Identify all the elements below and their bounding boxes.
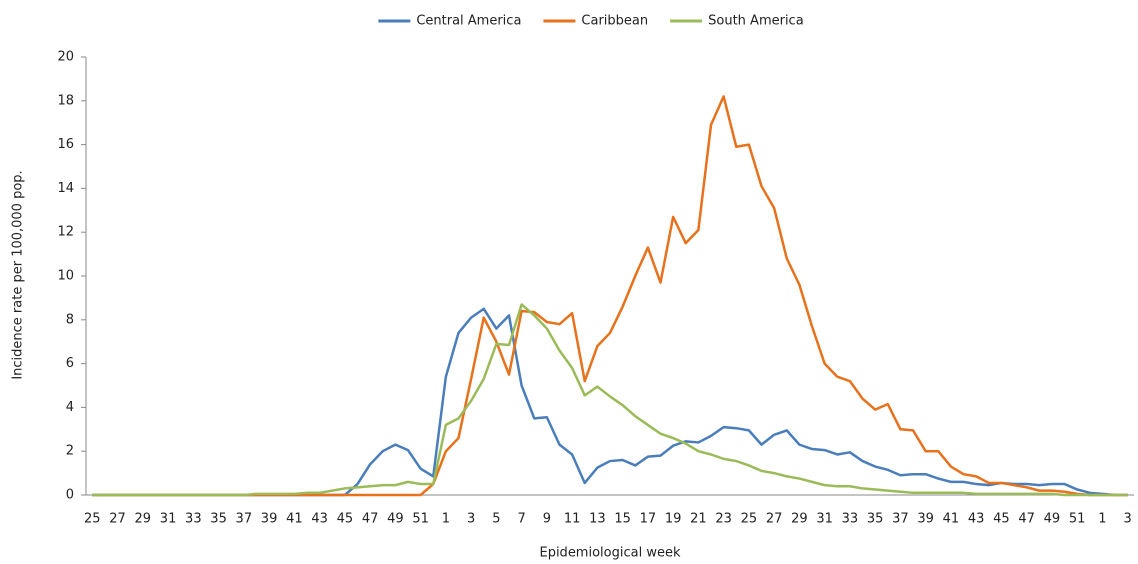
- x-tick-label: 35: [867, 512, 884, 527]
- x-tick-label: 27: [766, 512, 783, 527]
- x-tick-label: 3: [467, 512, 475, 527]
- x-tick-label: 27: [109, 512, 126, 527]
- x-tick-label: 41: [943, 512, 960, 527]
- x-tick-label: 43: [968, 512, 985, 527]
- x-tick-label: 29: [791, 512, 808, 527]
- x-tick-label: 25: [84, 512, 101, 527]
- x-tick-label: 29: [135, 512, 152, 527]
- x-tick-label: 21: [690, 512, 707, 527]
- y-axis-title: Incidence rate per 100,000 pop.: [11, 170, 26, 379]
- x-tick-label: 31: [160, 512, 177, 527]
- y-tick-label: 12: [57, 225, 74, 240]
- x-tick-label: 1: [442, 512, 450, 527]
- y-tick-label: 4: [66, 400, 74, 415]
- y-tick-label: 8: [66, 312, 74, 327]
- x-tick-label: 45: [337, 512, 354, 527]
- x-tick-label: 17: [640, 512, 657, 527]
- x-tick-label: 47: [362, 512, 379, 527]
- y-tick-label: 2: [66, 444, 74, 459]
- x-tick-label: 47: [1018, 512, 1035, 527]
- x-tick-label: 15: [614, 512, 631, 527]
- x-tick-label: 37: [892, 512, 909, 527]
- x-tick-label: 43: [311, 512, 328, 527]
- series-line: [92, 307, 1128, 497]
- x-tick-label: 7: [517, 512, 525, 527]
- legend-label: Caribbean: [581, 14, 648, 29]
- legend-label: Central America: [416, 14, 521, 29]
- y-tick-label: 20: [57, 50, 74, 65]
- x-tick-label: 31: [816, 512, 833, 527]
- y-tick-label: 14: [57, 181, 74, 196]
- x-tick-label: 19: [665, 512, 682, 527]
- x-tick-label: 3: [1124, 512, 1132, 527]
- x-tick-label: 39: [917, 512, 934, 527]
- x-tick-label: 11: [564, 512, 581, 527]
- x-tick-label: 25: [741, 512, 758, 527]
- x-tick-label: 51: [412, 512, 429, 527]
- x-tick-label: 49: [387, 512, 404, 527]
- legend-label: South America: [708, 14, 804, 29]
- x-tick-label: 1: [1098, 512, 1106, 527]
- x-axis-title: Epidemiological week: [539, 546, 680, 561]
- x-tick-label: 37: [236, 512, 253, 527]
- x-tick-label: 33: [185, 512, 202, 527]
- x-tick-label: 5: [492, 512, 500, 527]
- series-line: [92, 303, 1128, 497]
- x-tick-label: 49: [1044, 512, 1061, 527]
- y-tick-label: 6: [66, 356, 74, 371]
- x-tick-label: 45: [993, 512, 1010, 527]
- y-tick-label: 16: [57, 137, 74, 152]
- x-tick-label: 13: [589, 512, 606, 527]
- x-tick-label: 23: [715, 512, 732, 527]
- x-tick-label: 33: [842, 512, 859, 527]
- x-tick-label: 41: [286, 512, 303, 527]
- x-tick-label: 9: [543, 512, 551, 527]
- series-line: [92, 95, 1128, 497]
- y-tick-label: 18: [57, 93, 74, 108]
- y-tick-label: 10: [57, 269, 74, 284]
- x-tick-label: 51: [1069, 512, 1086, 527]
- y-tick-label: 0: [66, 488, 74, 503]
- x-tick-label: 35: [210, 512, 227, 527]
- x-tick-label: 39: [261, 512, 278, 527]
